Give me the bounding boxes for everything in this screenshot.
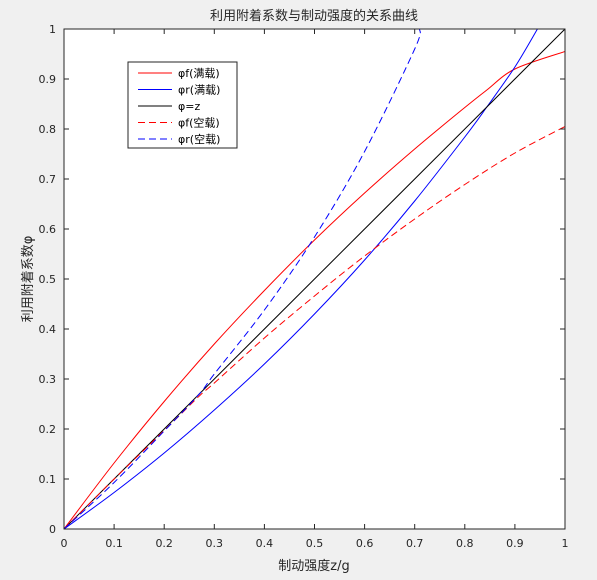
x-tick-label: 0.6 bbox=[356, 537, 374, 550]
x-tick-label: 0.1 bbox=[105, 537, 123, 550]
legend-label-4: φf(空载) bbox=[178, 116, 220, 130]
tick-layer: 0 0.1 0.2 0.3 0.4 0.5 0.6 0.7 0.8 0.9 1 0 0.1 0.2 0.3 0… bbox=[39, 23, 569, 550]
chart-title: 利用附着系数与制动强度的关系曲线 bbox=[210, 8, 418, 24]
y-tick-label: 0.9 bbox=[39, 73, 57, 86]
series-line-3 bbox=[64, 29, 565, 529]
x-tick-label: 0.4 bbox=[256, 537, 274, 550]
x-tick-label: 0.7 bbox=[406, 537, 424, 550]
x-tick-label: 0.8 bbox=[456, 537, 474, 550]
series-line-1 bbox=[64, 51, 565, 529]
y-tick-label: 0.3 bbox=[39, 373, 57, 386]
series-line-4 bbox=[64, 126, 565, 529]
series-line-5 bbox=[64, 29, 421, 529]
legend-label-2: φr(满载) bbox=[178, 84, 220, 97]
y-tick-label: 0.5 bbox=[39, 273, 57, 286]
y-tick-label: 0.1 bbox=[39, 473, 57, 486]
x-tick-label: 0 bbox=[61, 537, 68, 550]
legend-label-1: φf(满载) bbox=[178, 67, 220, 80]
legend-box bbox=[127, 61, 238, 149]
y-tick-label: 0.2 bbox=[39, 423, 57, 436]
x-tick-label: 0.2 bbox=[155, 537, 173, 550]
x-tick-label: 1 bbox=[562, 537, 569, 550]
y-tick-label: 0 bbox=[49, 523, 56, 536]
legend: φf(满载) φr(满载) φ=z φf(空载) φr(空载) bbox=[127, 61, 238, 149]
legend-label-3: φ=z bbox=[178, 100, 200, 113]
y-tick-label: 0.8 bbox=[39, 123, 57, 136]
y-tick-label: 1 bbox=[49, 23, 56, 36]
legend-label-5: φr(空载) bbox=[178, 132, 220, 146]
series-layer bbox=[64, 29, 565, 529]
x-axis-label: 制动强度z/g bbox=[278, 558, 349, 574]
y-tick-label: 0.7 bbox=[39, 173, 57, 186]
y-axis-label: 利用附着系数φ bbox=[20, 236, 36, 323]
x-tick-label: 0.5 bbox=[306, 537, 324, 550]
x-tick-label: 0.3 bbox=[206, 537, 224, 550]
x-tick-label: 0.9 bbox=[506, 537, 524, 550]
y-tick-label: 0.6 bbox=[39, 223, 57, 236]
y-tick-label: 0.4 bbox=[39, 323, 57, 336]
